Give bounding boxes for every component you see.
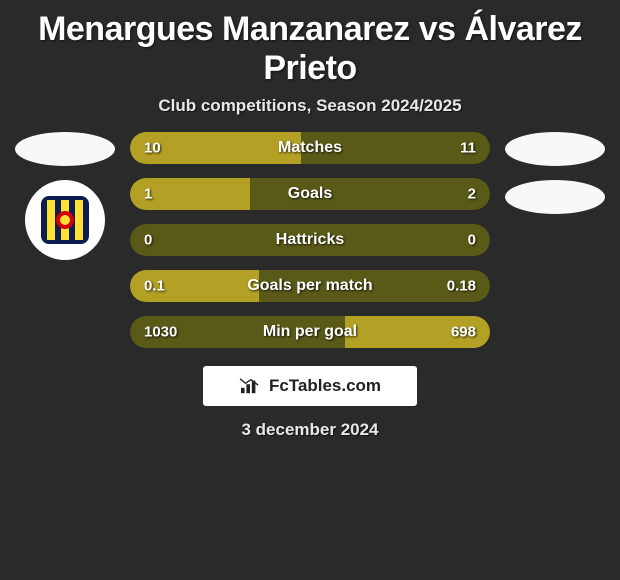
content-row: 10Matches111Goals20Hattricks00.1Goals pe… <box>0 130 620 348</box>
comparison-infographic: Menargues Manzanarez vs Álvarez Prieto C… <box>0 0 620 454</box>
stat-label: Goals <box>288 185 332 203</box>
stat-label: Hattricks <box>276 231 344 249</box>
bar-chart-icon <box>239 377 261 395</box>
left-player-column <box>10 130 120 260</box>
stat-value-left: 0.1 <box>144 278 165 295</box>
stat-label: Goals per match <box>247 277 372 295</box>
stat-label: Min per goal <box>263 323 357 341</box>
stat-value-left: 10 <box>144 140 161 157</box>
stat-value-left: 1 <box>144 186 152 203</box>
stat-value-right: 698 <box>451 324 476 341</box>
stat-bars-column: 10Matches111Goals20Hattricks00.1Goals pe… <box>130 130 490 348</box>
stat-value-right: 11 <box>460 140 476 157</box>
player-photo-placeholder <box>505 132 605 166</box>
stat-value-left: 0 <box>144 232 152 249</box>
right-player-column <box>500 130 610 214</box>
player-photo-placeholder <box>15 132 115 166</box>
stat-label: Matches <box>278 139 342 157</box>
page-title: Menargues Manzanarez vs Álvarez Prieto <box>0 0 620 92</box>
date-text: 3 december 2024 <box>0 406 620 454</box>
villarreal-crest-icon <box>35 190 95 250</box>
attribution-badge: FcTables.com <box>203 366 417 406</box>
club-logo-placeholder <box>505 180 605 214</box>
stat-value-right: 2 <box>468 186 476 203</box>
club-logo-left <box>25 180 105 260</box>
stat-value-right: 0.18 <box>447 278 476 295</box>
subtitle: Club competitions, Season 2024/2025 <box>0 92 620 130</box>
stat-bar: 10 Matches 11 <box>130 132 490 164</box>
stat-bar: 0.1 Goals per match 0.18 <box>130 270 490 302</box>
stat-value-left: 1030 <box>144 324 177 341</box>
stat-bar: 1030 Min per goal 698 <box>130 316 490 348</box>
attribution-text: FcTables.com <box>269 376 381 396</box>
stat-bar: 0 Hattricks 0 <box>130 224 490 256</box>
stat-value-right: 0 <box>468 232 476 249</box>
stat-bar: 1 Goals 2 <box>130 178 490 210</box>
